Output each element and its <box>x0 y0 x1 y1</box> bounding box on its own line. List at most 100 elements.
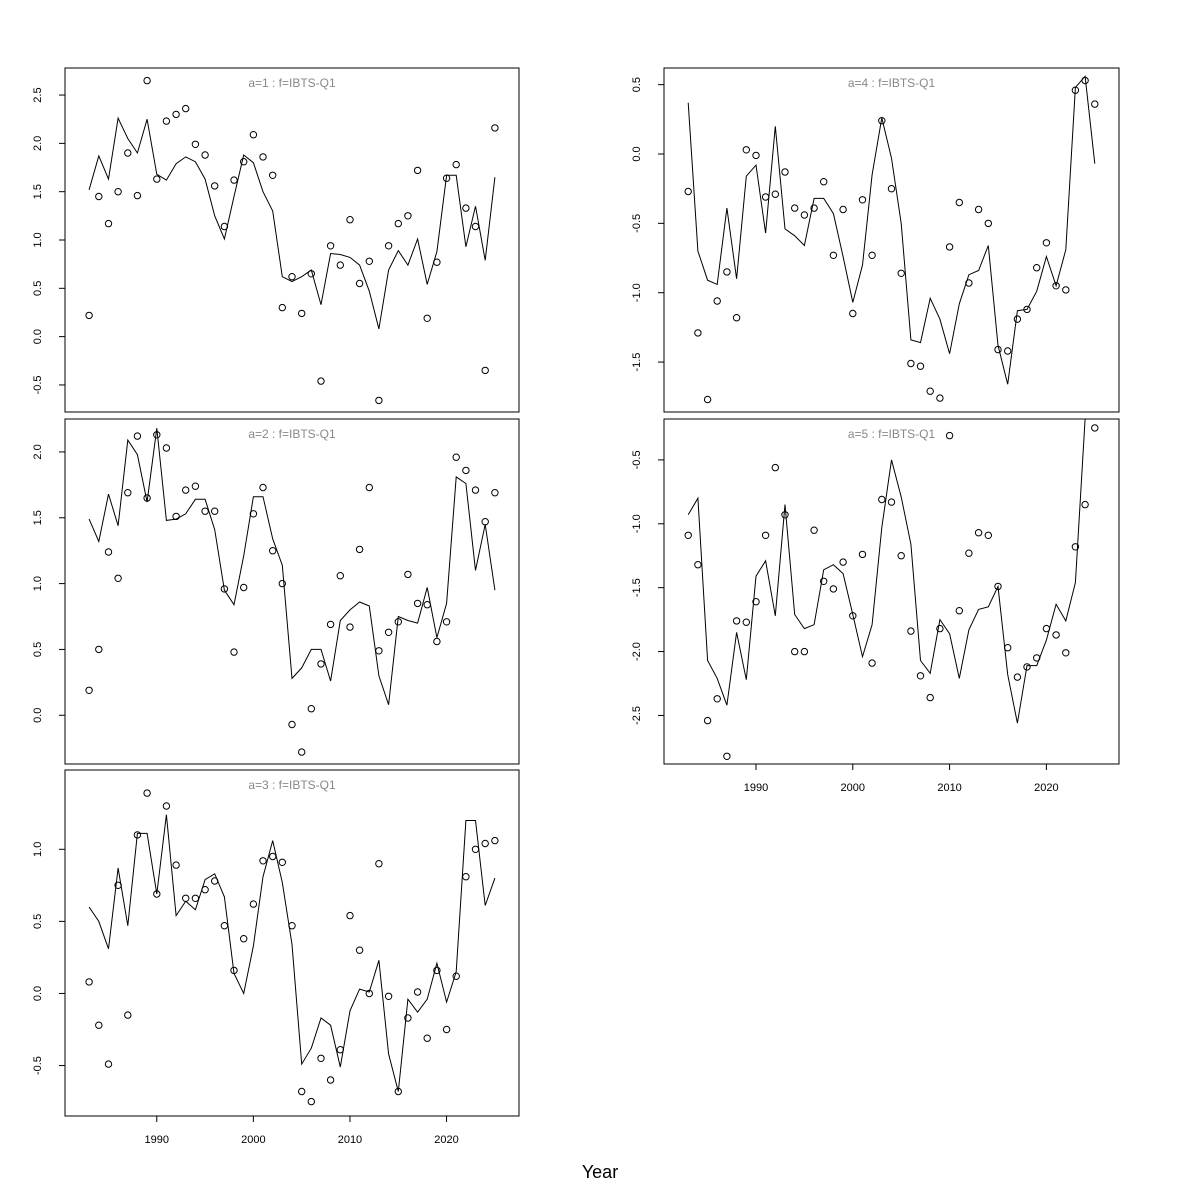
panel-4-observed-point <box>684 187 692 196</box>
panel-3-observed-point <box>162 802 171 810</box>
panel-1-observed-point <box>413 166 422 175</box>
panel-3-frame <box>64 769 520 1117</box>
panel-5-observed-point <box>713 695 721 703</box>
panel-5-observed-point <box>1013 673 1022 681</box>
panel-1-ytick-label: 2.5 <box>32 87 44 102</box>
panel-5: a=5 : f=IBTS-Q1 -2.5 -2.0 -1.5 -1.0 -0.5 1990 2… <box>631 418 1120 794</box>
panel-5-observed-point <box>916 672 925 680</box>
panel-5-observed-point <box>1062 649 1070 657</box>
panel-5-observed-point <box>732 617 741 625</box>
panel-4-observed-point <box>926 387 934 395</box>
panel-5-observed-point <box>694 561 702 569</box>
panel-4-ytick-label: -0.5 <box>631 214 643 233</box>
panel-3-observed-point <box>462 873 470 881</box>
panel-1-observed-point <box>355 279 364 288</box>
panel-2-observed-point <box>249 510 258 518</box>
panel-1-observed-point <box>172 110 180 119</box>
panel-2-observed-point <box>95 645 103 654</box>
panel-5-observed-point <box>945 431 954 440</box>
panel-5-observed-point <box>1023 663 1031 671</box>
panel-3-observed-point <box>413 988 422 996</box>
panel-2-observed-point <box>172 512 180 521</box>
panel-4-observed-point <box>897 269 905 277</box>
panel-5-observed-point <box>926 693 934 702</box>
panel-2-observed-point <box>326 620 335 629</box>
panel-5-ytick-label: -1.0 <box>631 514 643 533</box>
panel-4-observed-point <box>732 314 741 322</box>
panel-1-observed-point <box>124 149 132 157</box>
panel-3-observed-point <box>201 886 209 894</box>
panel-1-observed-point <box>249 131 258 139</box>
panel-3-observed-point <box>211 877 219 885</box>
panel-2-observed-point <box>491 489 499 497</box>
panel-2-observed-point <box>162 444 171 452</box>
panel-3-xtick-label: 2010 <box>338 1134 362 1146</box>
panel-5-observed-point <box>752 598 760 606</box>
panel-4-ytick-label: 0.0 <box>631 146 643 161</box>
panel-4-observed-point <box>868 251 876 260</box>
panel-5-fitted-line <box>687 419 1086 724</box>
panel-5-xtick-label: 1990 <box>744 782 768 794</box>
panel-3-observed-point <box>404 1014 412 1022</box>
panel-5-observed-point <box>1052 631 1060 639</box>
panel-1-observed-point <box>394 219 402 228</box>
panel-1-observed-point <box>346 216 354 224</box>
panel-1-ytick-label: 1.5 <box>32 184 44 199</box>
panel-2-observed-point <box>433 637 441 646</box>
panel-3-observed-point <box>307 1097 315 1106</box>
panel-4-observed-point <box>742 146 750 154</box>
panel-1-observed-point <box>433 258 441 266</box>
panel-4-observed-point <box>1081 76 1089 85</box>
panel-3-observed-point <box>442 1025 451 1034</box>
panel-4-observed-point <box>781 168 789 176</box>
panel-4-observed-point <box>771 190 779 198</box>
panel-4-observed-point <box>1033 264 1041 272</box>
panel-1-frame <box>64 67 520 413</box>
panel-4-observed-point <box>965 279 973 287</box>
panel-5-observed-point <box>936 624 944 633</box>
panel-4-fitted-line <box>687 75 1096 385</box>
panel-3-observed-point <box>336 1046 344 1054</box>
panel-1-observed-point <box>153 175 161 183</box>
panel-3-observed-point <box>172 861 180 869</box>
panel-3-observed-point <box>491 836 499 845</box>
panel-3-fitted-line <box>88 814 496 1092</box>
panel-4-frame <box>663 67 1120 413</box>
panel-4-observed-point <box>858 196 867 204</box>
panel-5-observed-point <box>761 531 770 539</box>
panel-5-observed-point <box>955 607 963 615</box>
panel-2-observed-point <box>201 507 209 515</box>
panel-2-observed-point <box>259 483 267 492</box>
panel-3-xtick-label: 1990 <box>145 1134 169 1146</box>
panel-4-ytick-label: 0.5 <box>631 77 643 92</box>
panel-2-observed-point <box>133 432 142 440</box>
panel-3-observed-point <box>114 881 122 889</box>
panel-4-observed-point <box>945 243 954 251</box>
panel-5-observed-point <box>1042 624 1051 633</box>
panel-2-observed-point <box>211 507 219 515</box>
panel-4-observed-point <box>752 151 760 160</box>
panel-1-observed-point <box>491 124 499 132</box>
panel-5-observed-point <box>781 511 789 519</box>
panel-1-observed-point <box>375 396 383 405</box>
panel-3-ytick-label: 1.0 <box>32 842 44 857</box>
panel-4-observed-point <box>1013 315 1022 323</box>
panels: a=1 : f=IBTS-Q1 -0.5 0.0 0.5 1.0 1.5 2.0 2.5 a=2… <box>32 67 1120 1146</box>
panel-1-observed-point <box>336 261 344 269</box>
panel-1-observed-point <box>307 270 315 278</box>
panel-5-observed-point <box>1081 500 1089 509</box>
panel-2-observed-point <box>404 570 412 579</box>
panel-3-observed-point <box>220 922 229 930</box>
panel-3-observed-point <box>394 1087 402 1096</box>
panel-5-observed-point <box>868 659 876 667</box>
panel-2-observed-point <box>278 579 286 588</box>
panel-3-observed-point <box>269 852 277 861</box>
panel-4-plot-area <box>684 75 1099 404</box>
panel-2-observed-point <box>481 518 489 526</box>
panel-1-observed-point <box>462 204 470 212</box>
panel-1-ytick-label: 1.0 <box>32 232 44 247</box>
panel-5-observed-point <box>829 585 838 593</box>
panel-2-observed-point <box>471 486 480 494</box>
panel-5-observed-point <box>820 577 828 585</box>
panel-3-xtick-label: 2020 <box>434 1134 458 1146</box>
